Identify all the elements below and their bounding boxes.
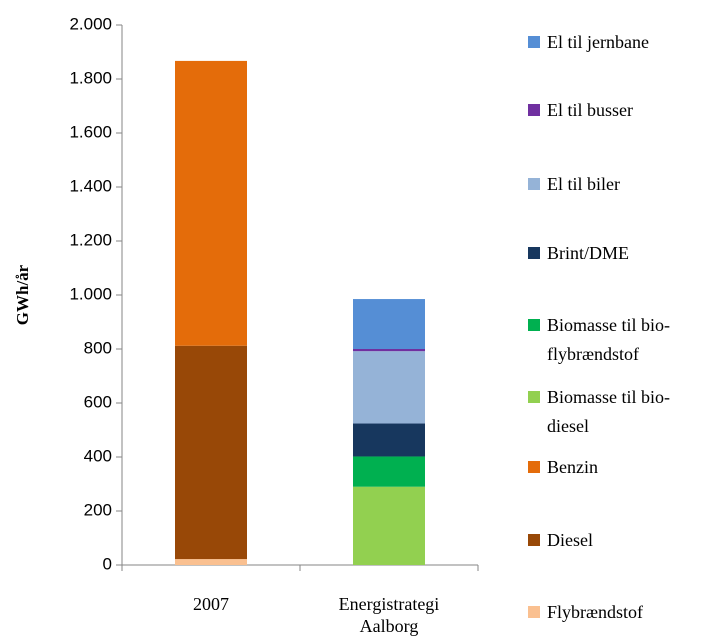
legend-swatch [528, 36, 540, 48]
y-tick-label: 1.200 [69, 230, 112, 249]
bar-segment [353, 486, 425, 565]
legend-label: Diesel [547, 530, 593, 550]
legend-swatch [528, 461, 540, 473]
legend-swatch [528, 104, 540, 116]
y-tick-label: 0 [103, 554, 112, 573]
y-tick-label: 2.000 [69, 14, 112, 33]
bar-segment [353, 299, 425, 349]
y-tick-label: 200 [84, 500, 112, 519]
legend-label: Flybrændstof [547, 602, 644, 622]
legend-swatch [528, 319, 540, 331]
legend-label: El til biler [547, 174, 620, 194]
legend-swatch [528, 534, 540, 546]
bar-segment [353, 456, 425, 487]
legend-label: Brint/DME [547, 243, 630, 263]
legend-item: El til biler [528, 170, 708, 199]
legend-item: El til busser [528, 96, 708, 125]
y-tick-label: 1.800 [69, 68, 112, 87]
legend-item: Brint/DME [528, 239, 708, 268]
y-tick-label: 400 [84, 446, 112, 465]
legend-item: Benzin [528, 453, 708, 482]
legend-label: El til busser [547, 100, 633, 120]
y-axis-label: GWh/år [13, 264, 32, 325]
bar-segment [353, 423, 425, 457]
legend-label: Biomasse til bio-flybrændstof [547, 315, 670, 364]
legend-item: Biomasse til bio-flybrændstof [528, 311, 708, 369]
legend-item: Diesel [528, 526, 708, 555]
legend-label: Benzin [547, 457, 598, 477]
legend-label: Biomasse til bio-diesel [547, 387, 670, 436]
x-tick-label: 2007 [193, 594, 229, 614]
legend-item: Flybrændstof [528, 598, 708, 627]
bar-segment [175, 60, 247, 346]
legend-swatch [528, 178, 540, 190]
y-tick-label: 800 [84, 338, 112, 357]
legend-item: El til jernbane [528, 28, 708, 57]
y-tick-label: 1.600 [69, 122, 112, 141]
legend-swatch [528, 606, 540, 618]
legend-item: Biomasse til bio-diesel [528, 383, 708, 441]
legend-label: El til jernbane [547, 32, 649, 52]
bar-segment [353, 351, 425, 424]
y-tick-label: 1.000 [69, 284, 112, 303]
legend-swatch [528, 391, 540, 403]
bar-segment [175, 345, 247, 560]
bar-segment [353, 349, 425, 352]
bar-segment [175, 559, 247, 565]
x-tick-label: Energistrategi Aalborg [338, 594, 440, 636]
y-tick-label: 1.400 [69, 176, 112, 195]
y-tick-label: 600 [84, 392, 112, 411]
legend-swatch [528, 247, 540, 259]
